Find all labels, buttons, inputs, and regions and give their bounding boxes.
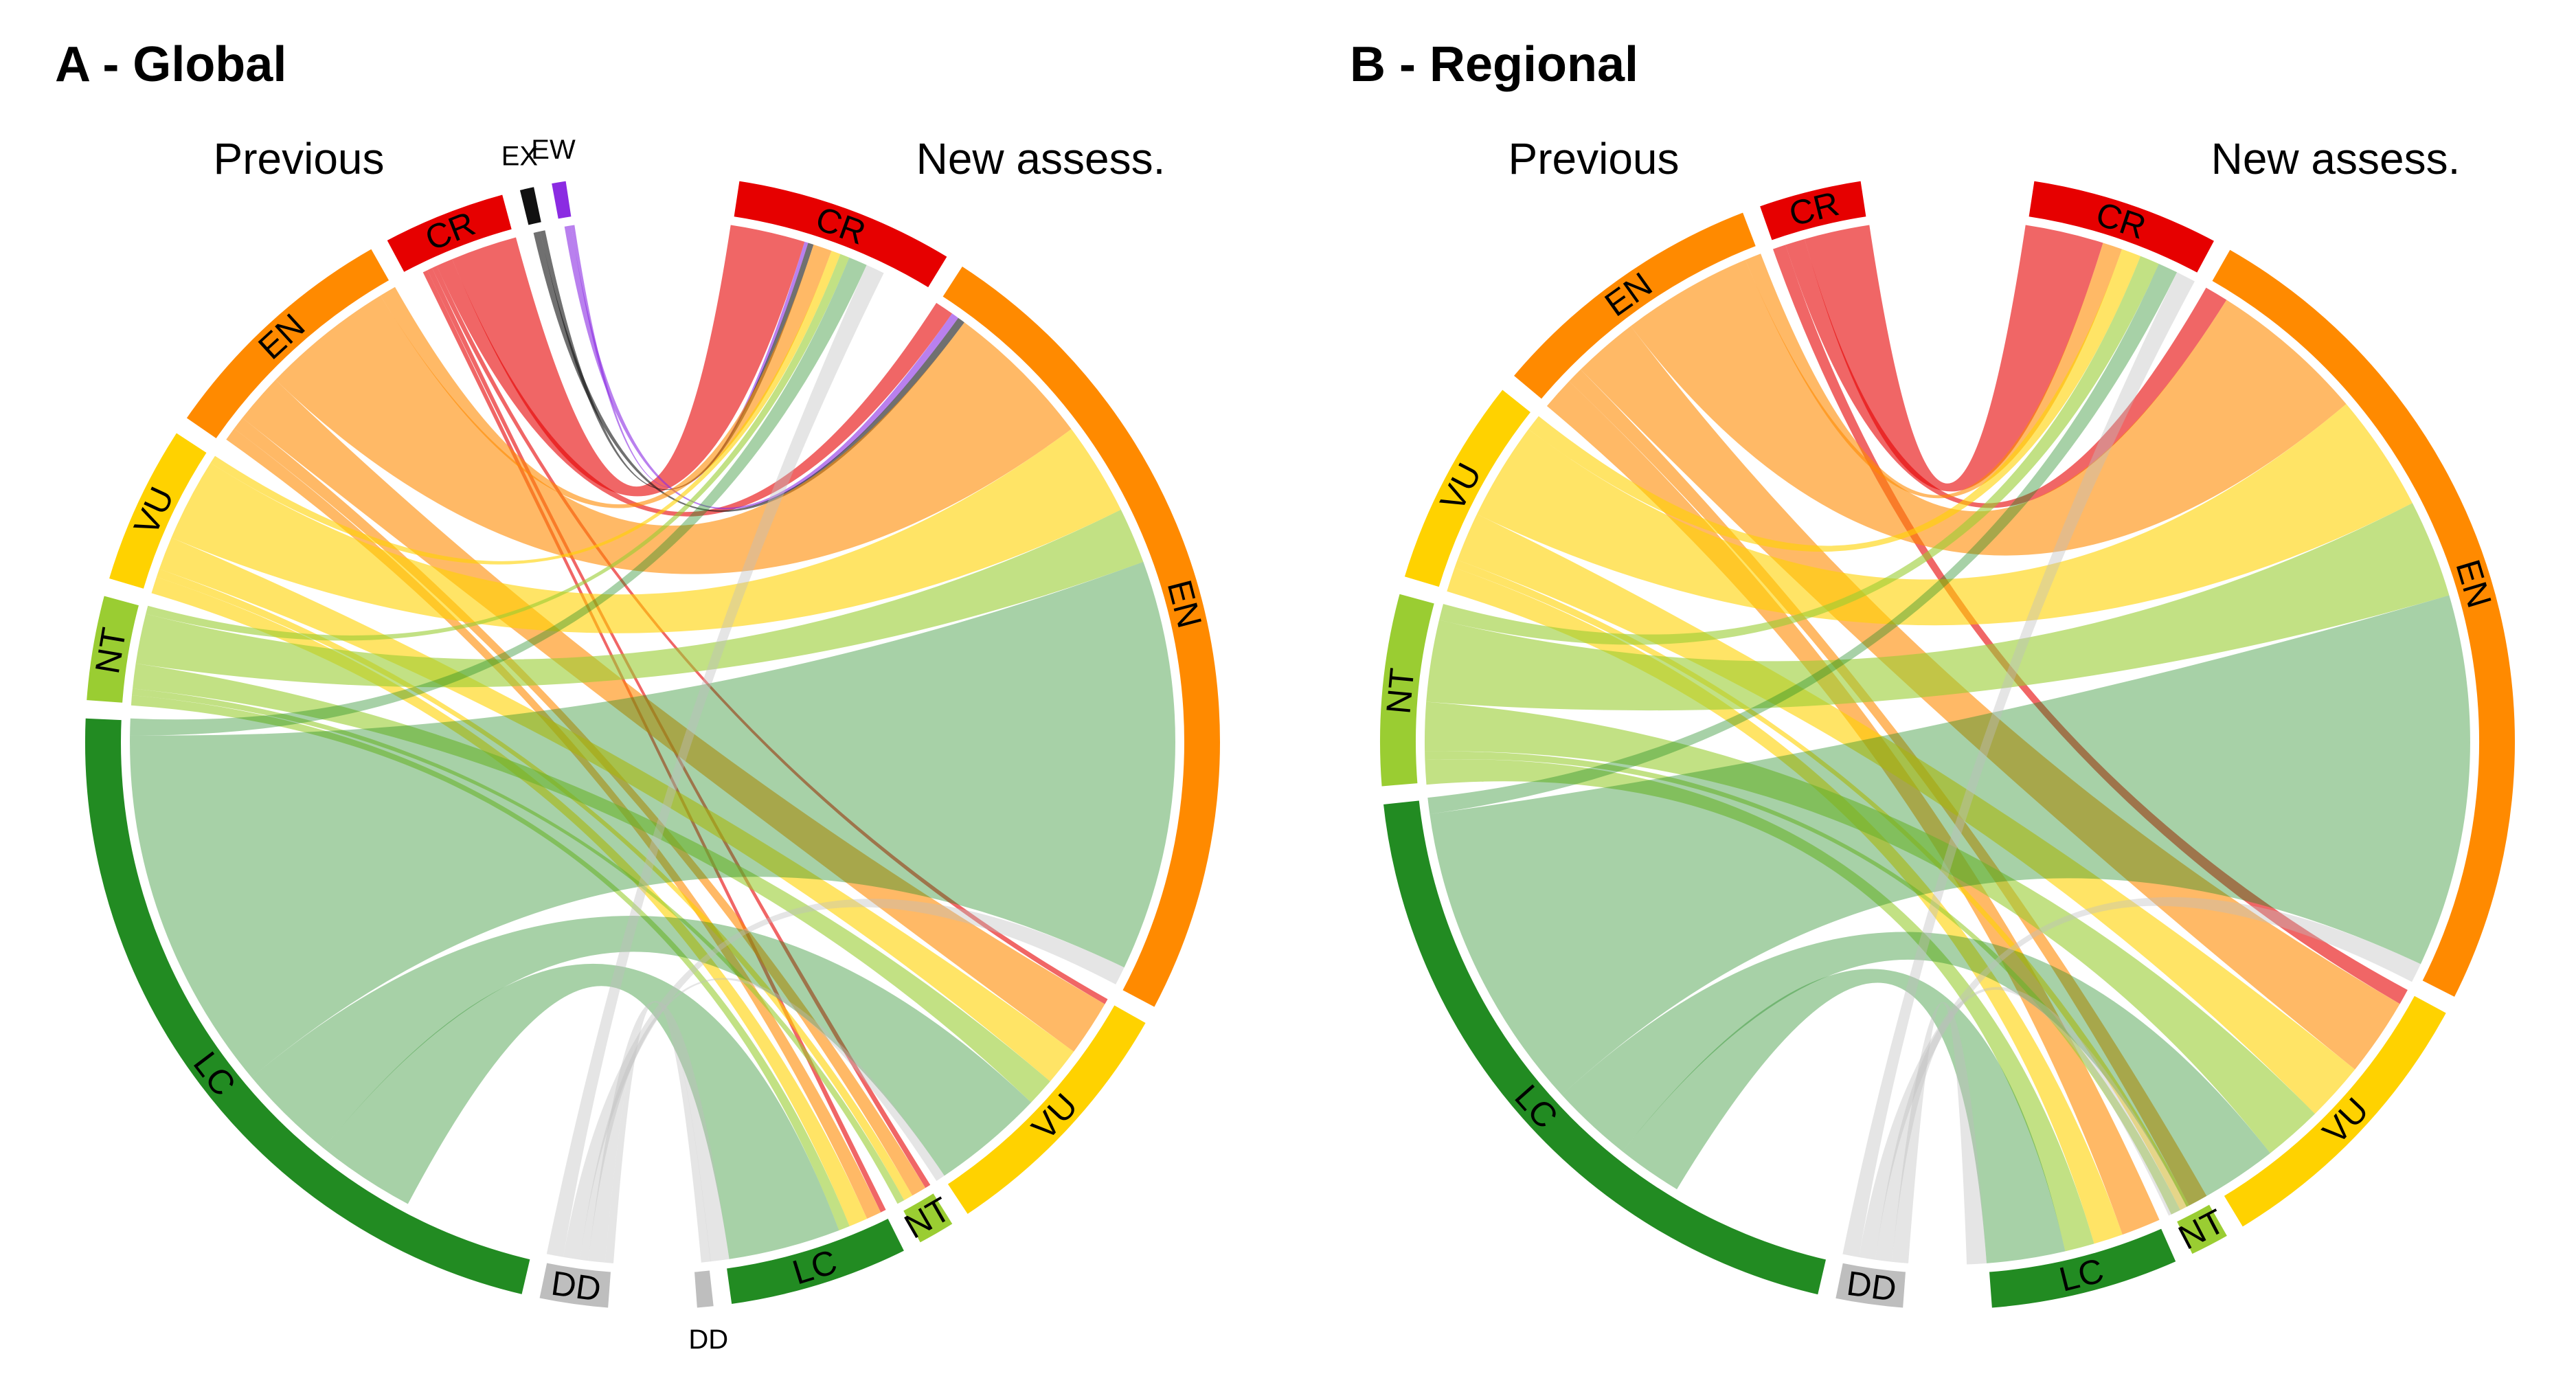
prev-sector-ew [547, 176, 576, 224]
ribbon-layer [1424, 225, 2470, 1265]
prev-sector-label: NT [1379, 666, 1421, 716]
prev-sector-cr [381, 190, 517, 278]
prev-sector-vu [1399, 384, 1537, 592]
new-sector-label: NT [2172, 1202, 2230, 1257]
new-assessment-label: New assess. [2211, 134, 2461, 183]
prev-sector-lc [81, 714, 535, 1300]
new-sector-vu [942, 1000, 1151, 1220]
prev-sector-lc [1379, 796, 1831, 1300]
flow-nt-to-en [1426, 503, 2450, 711]
ribbon-layer [130, 225, 1175, 1263]
flow-en-to-cr [1745, 243, 2122, 499]
flow-vu-to-vu [1457, 514, 2355, 1114]
flow-cr-to-en [436, 259, 952, 517]
flow-en-to-en [275, 295, 1072, 574]
flow-lc-to-vu [1561, 932, 2270, 1207]
prev-sector-label: EX [501, 142, 538, 172]
flow-dd-to-cr [546, 264, 884, 1257]
panel-regional: B - Regional Previous New assess. CRENVU… [1350, 37, 2519, 1312]
flow-dd-to-lc [588, 1000, 730, 1263]
flow-dd-to-dd [605, 1002, 711, 1263]
flow-lc-to-en [130, 561, 1175, 1078]
new-sector-dd [690, 1265, 719, 1312]
prev-sector-label: EW [531, 135, 576, 165]
flow-cr-to-en [1785, 239, 2227, 508]
prev-sector-nt [1376, 589, 1440, 791]
new-sector-cr [2024, 176, 2220, 278]
new-sector-label: DD [688, 1325, 728, 1355]
flow-cr-to-cr [452, 225, 805, 497]
flow-nt-to-vu [1424, 701, 2315, 1153]
flow-lc-to-en [1430, 595, 2470, 1095]
flow-vu-to-vu [159, 537, 1074, 1082]
prev-sector-en [1508, 207, 1761, 405]
new-sector-lc [722, 1213, 909, 1309]
prev-sector-vu [104, 427, 212, 594]
flow-en-to-vu [1581, 326, 2400, 1070]
flow-lc-to-vu [251, 915, 1032, 1176]
new-assessment-label: New assess. [916, 134, 1166, 183]
panel-global: A - Global Previous New assess. CRENVUNT… [55, 37, 1224, 1355]
previous-label: Previous [214, 134, 385, 183]
prev-sector-nt [82, 591, 144, 708]
flow-en-to-en [1630, 260, 2347, 556]
flow-ex-to-en [533, 231, 964, 513]
flow-dd-to-lc [1891, 1002, 1987, 1265]
flow-en-to-vu [242, 379, 1105, 1052]
flow-lc-to-cr [130, 257, 867, 736]
previous-label: Previous [1509, 134, 1680, 183]
new-sector-cr [729, 176, 953, 293]
flow-vu-to-en [1477, 404, 2413, 626]
new-sector-nt [898, 1188, 958, 1248]
flow-dd-to-vu [1875, 987, 2187, 1262]
prev-sector-ex [515, 182, 546, 230]
flow-lc-to-lc [324, 963, 839, 1259]
new-sector-lc [1985, 1223, 2182, 1312]
flow-nt-to-en [135, 509, 1144, 688]
flow-vu-to-en [171, 429, 1121, 633]
panel-title: B - Regional [1350, 37, 1638, 92]
prev-sector-label: DD [1844, 1264, 1899, 1309]
prev-sector-cr [1754, 176, 1871, 246]
prev-sector-dd [534, 1258, 615, 1312]
panel-title: A - Global [55, 37, 286, 92]
new-sector-nt [2171, 1199, 2233, 1260]
flow-nt-to-lc [131, 695, 850, 1230]
prev-sector-dd [1831, 1258, 1910, 1312]
new-sector-en [2206, 244, 2519, 1002]
new-sector-en [937, 260, 1224, 1013]
prev-sector-label: DD [549, 1263, 603, 1309]
new-sector-vu [2218, 990, 2452, 1232]
prev-sector-label: NT [88, 625, 133, 677]
flow-lc-to-lc [1622, 969, 2066, 1263]
prev-sector-en [181, 243, 395, 444]
flow-en-to-lc [1546, 381, 2160, 1235]
